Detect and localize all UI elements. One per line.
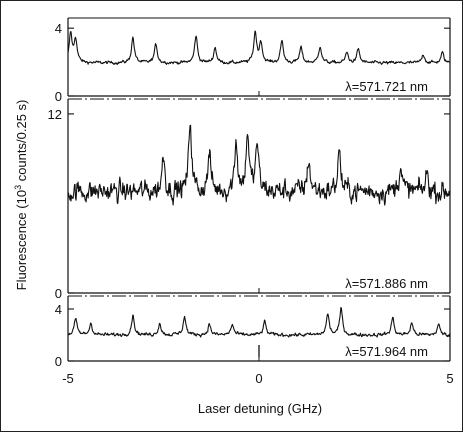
series-line <box>67 307 451 338</box>
y-axis-label-sup: 3 <box>13 185 23 190</box>
panel-label: λ=571.886 nm <box>345 276 428 291</box>
y-tick-label: 12 <box>48 107 62 122</box>
x-tick-label: 5 <box>446 371 453 386</box>
panel-label: λ=571.721 nm <box>345 79 428 94</box>
y-tick-label: 4 <box>55 21 62 36</box>
x-axis-label: Laser detuning (GHz) <box>198 401 322 416</box>
y-axis-label: Fluorescence (103 counts/0.25 s) <box>13 100 29 291</box>
series-line <box>67 124 451 206</box>
y-axis-label-pre: Fluorescence (10 <box>14 190 29 290</box>
series-line <box>67 30 451 66</box>
y-axis-label-post: counts/0.25 s) <box>14 100 29 185</box>
panel-1: 0 4 λ=571.721 nm <box>55 17 451 104</box>
panel-label: λ=571.964 nm <box>345 344 428 359</box>
x-tick-label: 0 <box>255 371 262 386</box>
y-tick-label: 4 <box>55 302 62 317</box>
panel-3: 0 4 λ=571.964 nm <box>55 295 451 369</box>
x-tick-label: -5 <box>62 371 74 386</box>
y-tick-label: 0 <box>55 354 62 369</box>
y-tick-label: 0 <box>55 286 62 301</box>
y-tick-label: 0 <box>55 89 62 104</box>
panel-2: 0 12 λ=571.886 nm <box>48 98 451 301</box>
